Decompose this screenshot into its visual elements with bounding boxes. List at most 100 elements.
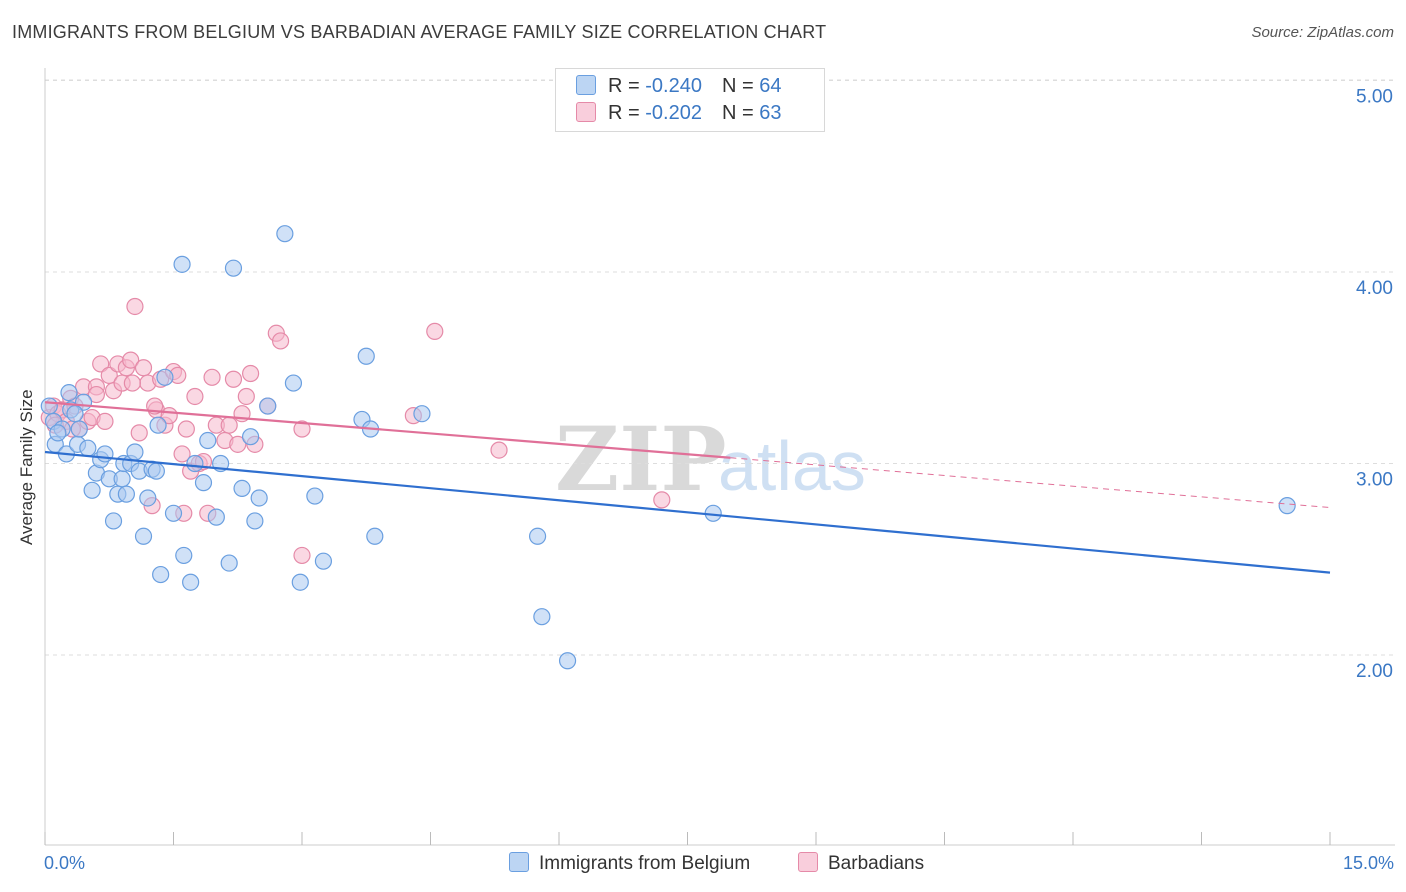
point-belgium (314, 552, 333, 570)
point-barbados (173, 445, 191, 463)
point-belgium (220, 554, 238, 572)
point-belgium (152, 565, 170, 584)
point-belgium (175, 546, 193, 565)
point-barbados (92, 355, 110, 373)
point-belgium (194, 474, 213, 492)
point-belgium (246, 512, 264, 530)
source-credit: Source: ZipAtlas.com (1251, 24, 1394, 41)
point-barbados (242, 364, 260, 383)
point-belgium (250, 489, 268, 507)
point-belgium (284, 374, 303, 392)
point-barbados (224, 370, 243, 388)
bottom-legend-swatch-belgium (509, 852, 529, 872)
y-tick-label: 5.00 (1356, 87, 1393, 108)
point-barbados (130, 424, 148, 442)
point-belgium (366, 527, 384, 545)
point-belgium (207, 508, 225, 526)
point-barbados (490, 441, 508, 459)
point-belgium (104, 512, 123, 530)
point-belgium (156, 368, 174, 386)
stats-legend: R = -0.240 N = 64 R = -0.202 N = 63 (555, 68, 825, 132)
point-barbados (293, 420, 311, 438)
point-belgium (306, 487, 324, 505)
point-belgium (113, 470, 131, 488)
point-belgium (533, 608, 551, 626)
point-barbados (426, 322, 444, 340)
legend-swatch-barbados (576, 102, 596, 122)
point-belgium (83, 481, 101, 499)
x-axis-min-label: 0.0% (44, 853, 86, 873)
y-axis-label: Average Family Size (17, 389, 36, 545)
point-barbados (203, 368, 221, 386)
point-belgium (66, 405, 84, 423)
legend-n-value: 63 (759, 102, 782, 124)
point-belgium (233, 479, 251, 497)
legend-swatch-belgium (576, 75, 596, 95)
legend-r-label: R = (608, 102, 646, 124)
legend-n-label: N = (721, 75, 760, 97)
point-barbados (177, 420, 195, 438)
legend-r-label: R = (608, 75, 646, 97)
bottom-legend-swatch-barbados (798, 852, 818, 872)
point-belgium (276, 225, 294, 243)
y-tick-label: 3.00 (1356, 470, 1393, 491)
point-belgium (134, 527, 153, 545)
point-belgium (528, 527, 547, 545)
legend-r-value: -0.240 (645, 75, 702, 97)
point-belgium (259, 397, 277, 415)
point-belgium (182, 573, 200, 591)
point-barbados (220, 416, 238, 434)
point-belgium (558, 652, 577, 670)
x-axis-max-label: 15.0% (1342, 853, 1394, 873)
legend-r-value: -0.202 (645, 102, 702, 124)
point-barbados (653, 491, 671, 509)
watermark-atlas: atlas (718, 427, 866, 505)
chart-title: IMMIGRANTS FROM BELGIUM VS BARBADIAN AVE… (12, 22, 827, 42)
point-barbados (123, 374, 141, 392)
point-barbados (87, 385, 106, 404)
point-belgium (70, 420, 88, 438)
point-belgium (117, 485, 135, 503)
point-barbados (271, 332, 290, 350)
point-belgium (1278, 497, 1296, 515)
legend-n-value: 64 (759, 75, 782, 97)
point-barbados (134, 359, 153, 377)
point-barbados (293, 546, 311, 565)
point-belgium (199, 431, 217, 450)
point-barbados (237, 387, 255, 406)
y-tick-label: 2.00 (1356, 661, 1393, 682)
trendline-barbados (44, 401, 731, 459)
watermark-zip: ZIP (555, 407, 727, 511)
point-belgium (147, 462, 165, 480)
point-belgium (413, 405, 431, 423)
legend-n-label: N = (721, 102, 760, 124)
bottom-legend-label-belgium: Immigrants from Belgium (539, 853, 751, 874)
point-barbados (126, 297, 144, 316)
point-belgium (49, 424, 67, 442)
point-belgium (79, 439, 97, 457)
point-belgium (291, 573, 309, 591)
point-barbados (229, 435, 247, 453)
legend-row-barbados: R = -0.202 N = 63 (576, 102, 781, 125)
point-belgium (173, 255, 191, 273)
point-barbados (122, 351, 140, 369)
point-belgium (224, 259, 243, 277)
point-belgium (357, 347, 375, 365)
point-belgium (139, 489, 157, 507)
point-belgium (96, 445, 114, 463)
legend-row-belgium: R = -0.240 N = 64 (576, 75, 781, 98)
trendline-barbados-extension (730, 457, 1331, 509)
bottom-legend-label-barbados: Barbadians (828, 853, 925, 874)
y-tick-label: 4.00 (1356, 278, 1393, 299)
bottom-legend-belgium: Immigrants from Belgium (509, 852, 750, 875)
point-belgium (242, 428, 260, 446)
point-belgium (126, 443, 144, 461)
point-belgium (40, 397, 58, 415)
point-belgium (149, 416, 167, 434)
bottom-legend-barbados: Barbadians (798, 852, 924, 875)
point-belgium (60, 384, 78, 402)
trendline-belgium (44, 450, 1331, 574)
point-barbados (186, 387, 204, 406)
point-barbados (96, 412, 114, 430)
